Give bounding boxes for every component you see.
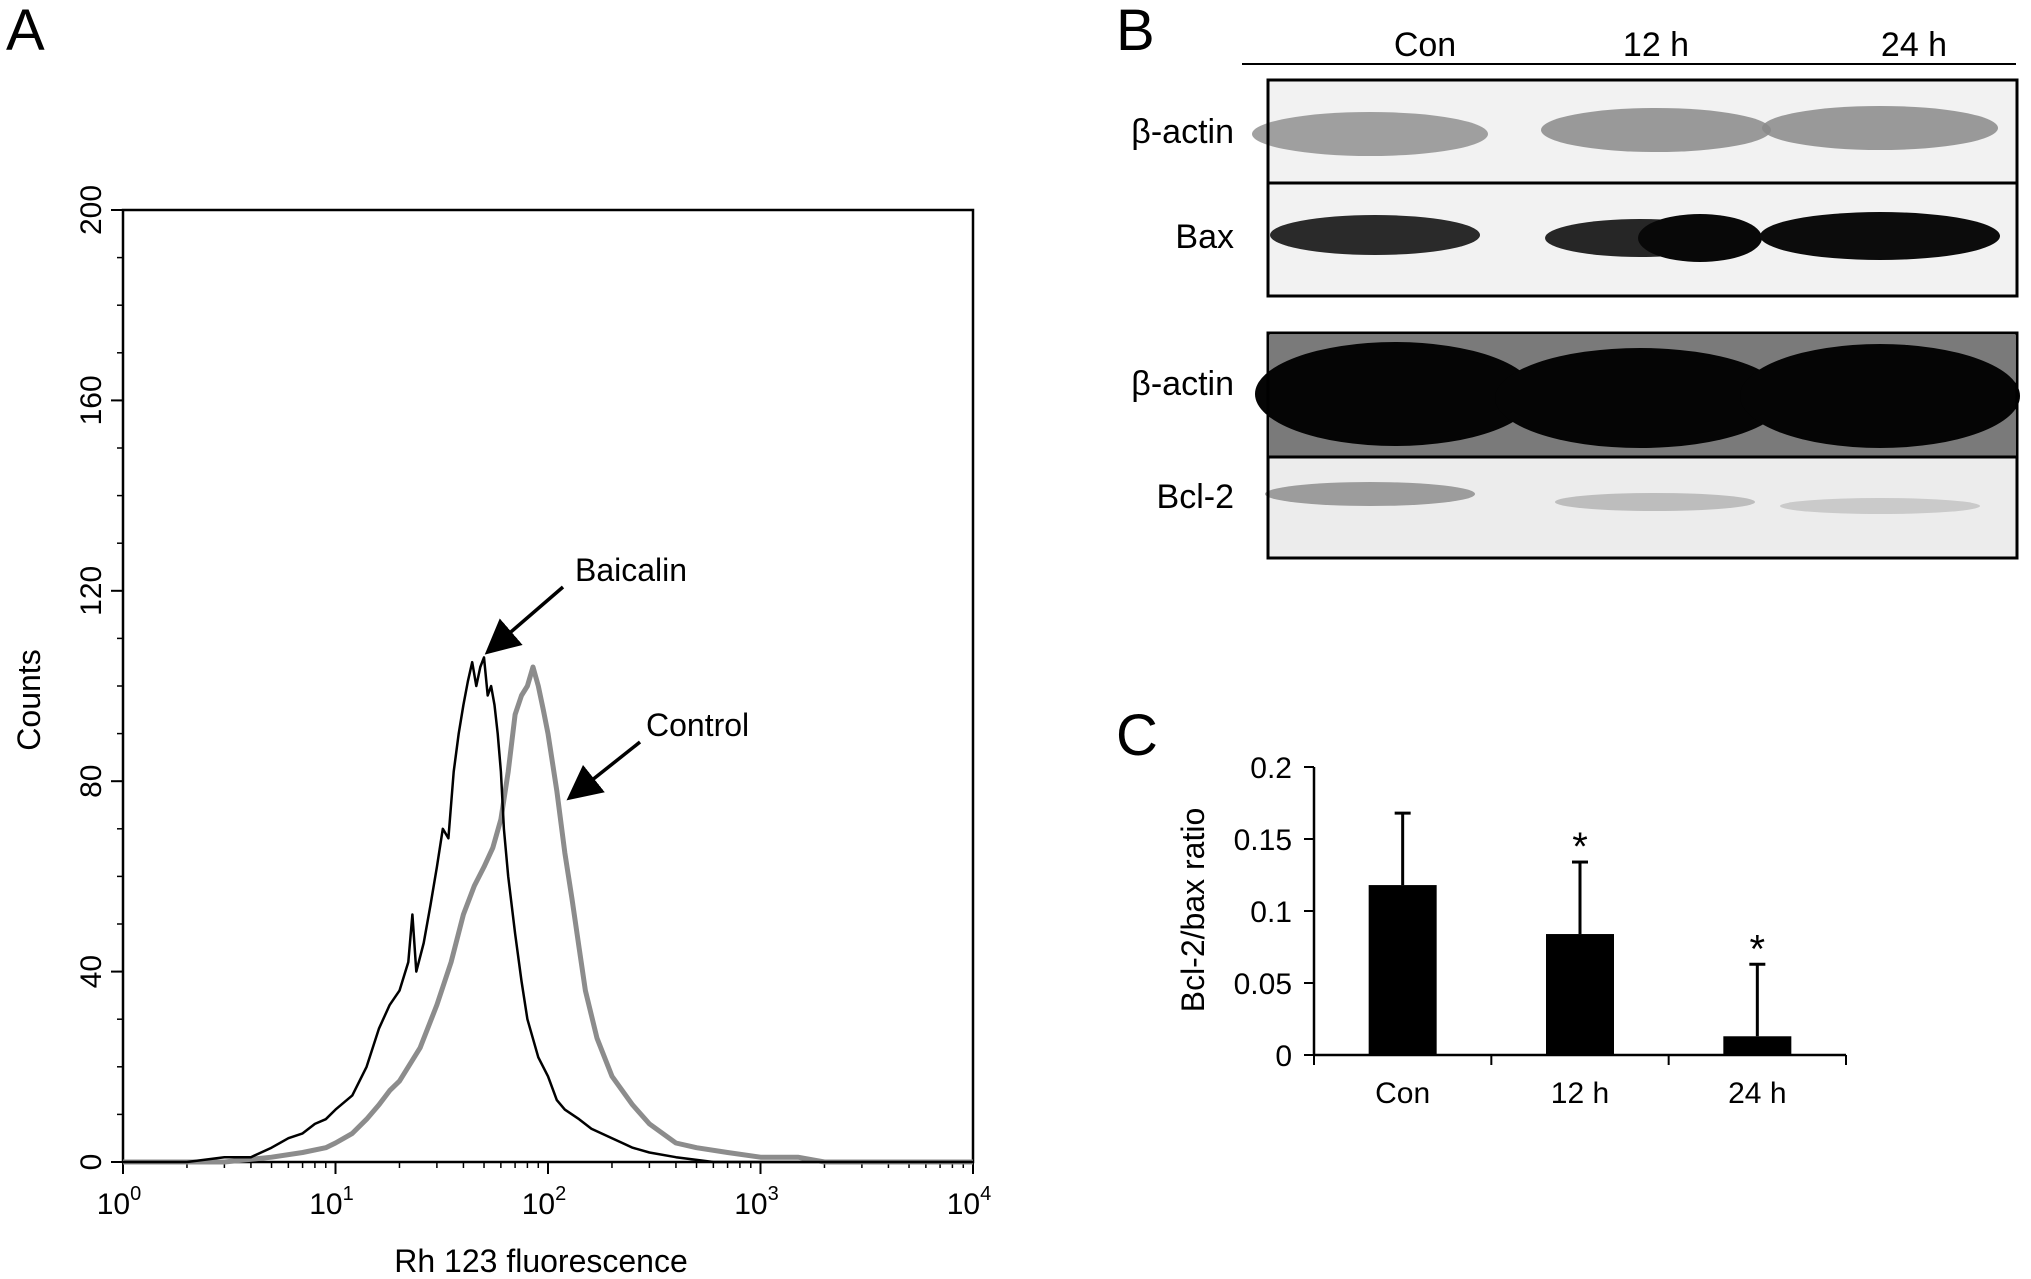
band — [1541, 108, 1771, 152]
y-axis-title: Counts — [11, 649, 47, 750]
panel-a-letter: A — [6, 0, 45, 63]
baicalin-annotation-arrow — [484, 585, 565, 655]
band — [1255, 342, 1535, 446]
band — [1270, 215, 1480, 255]
band — [1555, 493, 1755, 511]
band — [1762, 106, 1998, 150]
y-tick-label: 0.2 — [1250, 752, 1292, 785]
lane-label-con: Con — [1394, 26, 1456, 64]
x-category-label: 12 h — [1551, 1077, 1609, 1110]
band — [1252, 112, 1488, 156]
y-axis-title: Bcl-2/bax ratio — [1175, 808, 1211, 1013]
bcl2-bands — [1265, 482, 1980, 514]
blot-label-beta-actin-1: β-actin — [1131, 113, 1234, 151]
plot-frame — [121, 208, 975, 1164]
band — [1740, 344, 2020, 448]
y-tick-label: 40 — [75, 955, 108, 988]
bar — [1368, 885, 1437, 1055]
axes: 0 0.05 0.1 0.15 0.2 — [1234, 752, 1847, 1073]
significance-marker: * — [1572, 825, 1588, 869]
blot-label-beta-actin-2: β-actin — [1131, 365, 1234, 403]
blot-lower-frame — [1266, 331, 2019, 560]
bars — [1368, 811, 1792, 1055]
y-tick-label: 0 — [75, 1154, 108, 1171]
bar — [1546, 934, 1614, 1055]
bax-bands — [1270, 212, 2000, 262]
y-tick-label: 200 — [75, 185, 108, 235]
x-tick-label: 100 — [97, 1183, 142, 1221]
annotations: Baicalin Control — [484, 552, 749, 801]
y-tick-label: 80 — [75, 765, 108, 798]
beta-actin-bands-upper — [1252, 106, 1998, 156]
histogram-chart: 0 40 80 120 160 200 100 101 102 103 104 Rh 123 fl… — [11, 185, 991, 1279]
western-blot: Con 12 h 24 h β-actin Bax — [1131, 26, 2020, 560]
band — [1780, 498, 1980, 514]
blot-label-bcl2: Bcl-2 — [1157, 478, 1234, 516]
x-tick-label: 104 — [947, 1183, 992, 1221]
panel-b-letter: B — [1116, 0, 1155, 63]
y-tick-label: 0.05 — [1234, 968, 1292, 1001]
x-tick-label: 101 — [309, 1183, 354, 1221]
control-annotation-label: Control — [646, 707, 749, 743]
band — [1265, 482, 1475, 506]
y-tick-label: 0.15 — [1234, 824, 1292, 857]
control-annotation-arrow — [566, 740, 642, 801]
bar — [1723, 1036, 1792, 1055]
y-tick-label: 0.1 — [1250, 896, 1292, 929]
ratio-bar-chart: 0 0.05 0.1 0.15 0.2 Con * 12 h * 24 h Bcl-2/bax … — [1175, 752, 1847, 1110]
x-tick-label: 103 — [734, 1183, 779, 1221]
y-tick-label: 120 — [75, 566, 108, 616]
band — [1760, 212, 2000, 260]
x-category-label: 24 h — [1728, 1077, 1786, 1110]
baicalin-histogram-line — [123, 656, 973, 1164]
band — [1638, 214, 1762, 262]
x-category-label: Con — [1375, 1077, 1430, 1110]
series-group — [123, 656, 973, 1165]
significance-marker: * — [1750, 927, 1766, 971]
y-tick-label: 160 — [75, 375, 108, 425]
x-axis-ticks: 100 101 102 103 104 — [97, 1162, 992, 1221]
y-axis-ticks: 0 40 80 120 160 200 — [75, 185, 123, 1170]
lane-label-12h: 12 h — [1623, 26, 1689, 64]
labels: Con * 12 h * 24 h — [1375, 825, 1786, 1110]
lane-label-24h: 24 h — [1881, 26, 1947, 64]
blot-upper-frame — [1266, 78, 2019, 298]
panel-c-letter: C — [1116, 703, 1158, 768]
band — [1495, 348, 1785, 448]
blot-label-bax: Bax — [1175, 218, 1234, 256]
beta-actin-bands-lower — [1255, 342, 2020, 448]
baicalin-annotation-label: Baicalin — [575, 552, 687, 588]
control-histogram-line — [123, 664, 973, 1165]
x-axis-title: Rh 123 fluorescence — [394, 1243, 688, 1279]
x-tick-label: 102 — [522, 1183, 567, 1221]
y-tick-label: 0 — [1275, 1040, 1292, 1073]
